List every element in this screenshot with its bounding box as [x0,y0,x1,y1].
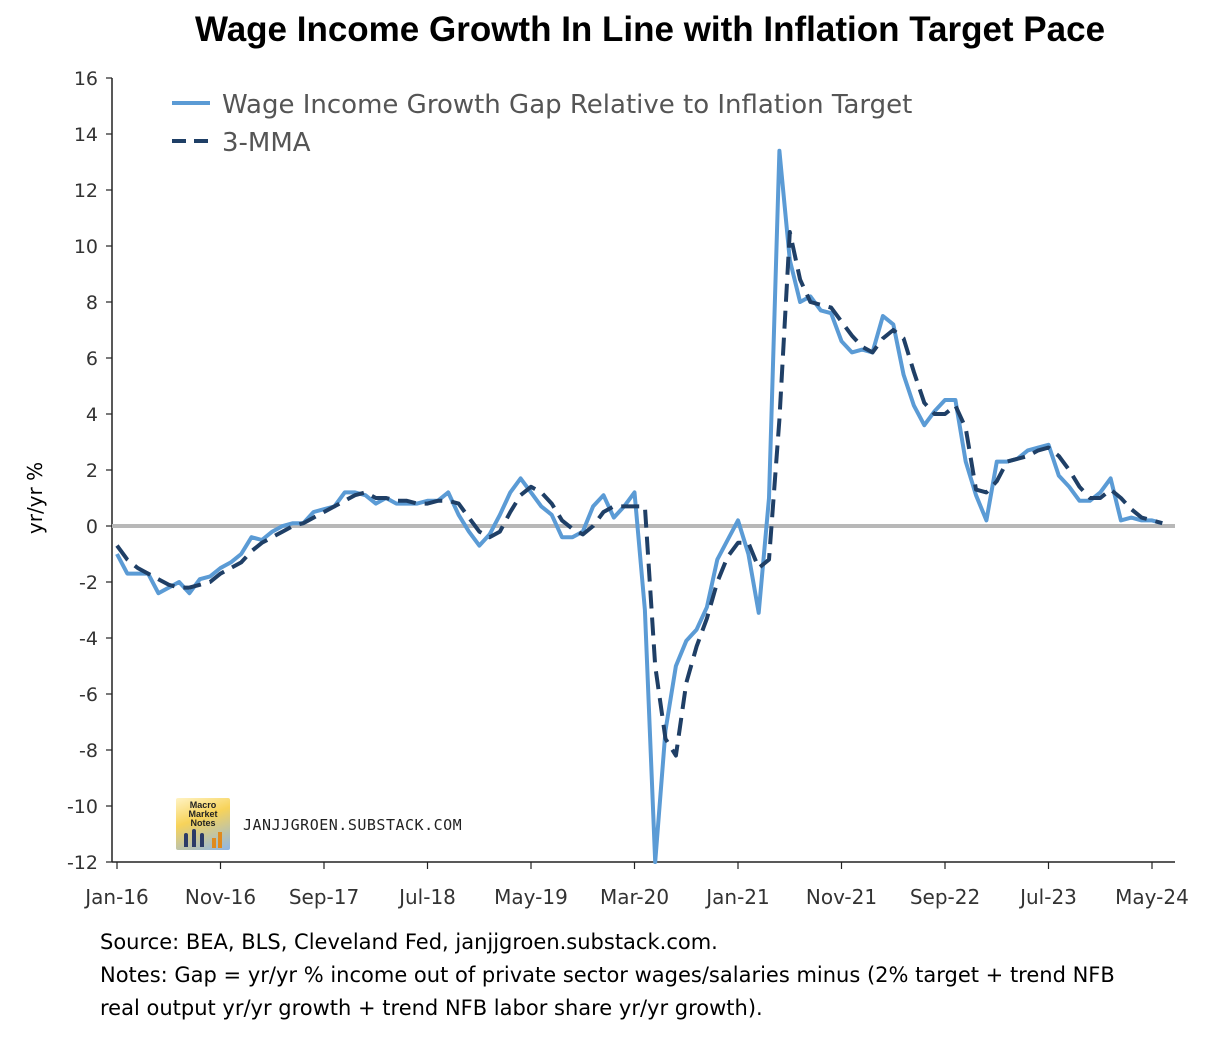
y-tick-label: -4 [79,628,98,650]
y-tick-label: 12 [74,180,98,202]
y-tick-label: -8 [79,740,98,762]
watermark-site: JANJJGROEN.SUBSTACK.COM [243,816,463,834]
x-tick-label: Nov-21 [806,885,877,909]
notes-line-1: Notes: Gap = yr/yr % income out of priva… [100,963,1115,987]
legend: Wage Income Growth Gap Relative to Infla… [172,90,912,158]
y-tick-label: 4 [86,404,98,426]
x-tick-label: May-24 [1115,885,1189,909]
y-tick-label: -6 [79,684,98,706]
macro-market-notes-logo: Macro Market Notes [176,798,230,850]
source-note: Source: BEA, BLS, Cleveland Fed, janjjgr… [100,930,718,954]
y-tick-label: 6 [86,348,98,370]
y-tick-label: -10 [67,796,98,818]
x-tick-label: May-19 [494,885,568,909]
y-axis: -12 -10 -8 -6 -4 -2 0 2 4 6 8 10 12 14 16 [67,68,113,874]
x-tick-label: Jul-23 [1018,885,1077,909]
chart-title: Wage Income Growth In Line with Inflatio… [194,10,1106,49]
y-tick-label: 14 [74,124,98,146]
x-tick-label: Jan-21 [704,885,770,909]
line-chart: -12 -10 -8 -6 -4 -2 0 2 4 6 8 10 12 14 16 Jan-16 Nov-16… [23,68,1189,909]
series-lines [115,148,1163,864]
y-tick-label: -12 [67,852,98,874]
y-tick-label: -2 [79,572,98,594]
logo-text: Macro Market Notes [188,800,218,828]
y-tick-label: 2 [86,460,98,482]
x-axis: Jan-16 Nov-16 Sep-17 Jul-18 May-19 Mar-20 Jan-… [83,861,1189,909]
y-axis-label: yr/yr % [23,462,47,534]
series-line-wage-gap [115,148,1163,864]
x-tick-label: Jul-18 [397,885,456,909]
y-tick-label: 8 [86,292,98,314]
x-tick-label: Mar-20 [600,885,669,909]
x-tick-label: Jan-16 [83,885,149,909]
x-tick-label: Nov-16 [185,885,256,909]
y-tick-label: 10 [74,236,98,258]
y-tick-label: 16 [74,68,98,90]
legend-label-3mma: 3-MMA [222,128,311,158]
y-tick-label: 0 [86,516,98,538]
chart-notes: Source: BEA, BLS, Cleveland Fed, janjjgr… [100,926,1200,1025]
series-line-3mma [115,230,1163,758]
legend-label-wage-gap: Wage Income Growth Gap Relative to Infla… [222,90,912,120]
notes-line-2: real output yr/yr growth + trend NFB lab… [100,996,763,1020]
x-tick-label: Sep-22 [910,885,980,909]
x-tick-label: Sep-17 [289,885,359,909]
